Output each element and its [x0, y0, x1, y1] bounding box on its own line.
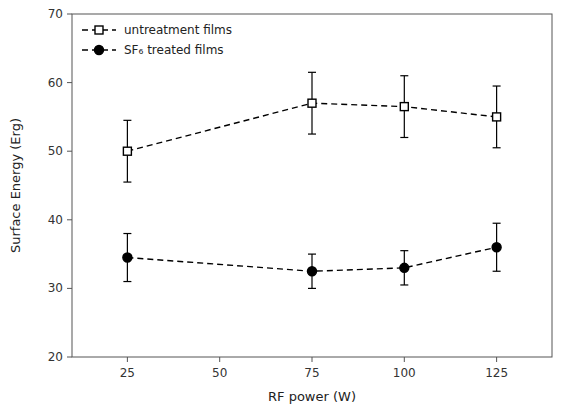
y-tick-label: 30 — [48, 281, 63, 295]
error-bar-cap — [123, 233, 131, 234]
legend-label: untreatment films — [124, 23, 232, 37]
point — [492, 243, 501, 252]
error-bar-cap — [400, 250, 408, 251]
x-tick-label: 25 — [120, 366, 135, 380]
y-axis-label: Surface Energy (Erg) — [8, 118, 23, 253]
x-tick — [312, 357, 313, 362]
y-tick-label: 70 — [48, 7, 63, 21]
error-bar-cap — [493, 147, 501, 148]
y-tick-label: 20 — [48, 350, 63, 364]
error-bar — [123, 120, 131, 182]
chart: 25 50 75 100 125 20 30 40 50 60 70 RF power (W) Surf… — [0, 0, 568, 413]
point — [308, 267, 317, 276]
legend: untreatment films SF₆ treated films — [82, 23, 232, 57]
x-axis-label: RF power (W) — [268, 389, 356, 404]
point — [308, 99, 316, 107]
y-tick-label: 50 — [48, 144, 63, 158]
x-tick — [404, 357, 405, 362]
error-bar-cap — [400, 75, 408, 76]
x-tick-label: 100 — [393, 366, 416, 380]
y-tick — [67, 288, 72, 289]
error-bar — [400, 251, 408, 285]
x-tick-label: 50 — [212, 366, 227, 380]
error-bar-cap — [308, 72, 316, 73]
x-tick — [219, 357, 220, 362]
error-bar-cap — [400, 137, 408, 138]
error-bar — [308, 254, 316, 288]
y-tick — [67, 357, 72, 358]
y-tick — [67, 14, 72, 15]
x-tick — [496, 357, 497, 362]
y-tick-label: 60 — [48, 76, 63, 90]
error-bar-cap — [123, 181, 131, 182]
error-bar — [123, 234, 131, 282]
y-tick — [67, 82, 72, 83]
error-bar-cap — [493, 85, 501, 86]
error-bar-cap — [123, 120, 131, 121]
point — [400, 103, 408, 111]
error-bar — [308, 72, 316, 134]
x-tick-label: 75 — [304, 366, 319, 380]
error-bar — [493, 223, 501, 271]
y-tick — [67, 151, 72, 152]
y-tick-label: 40 — [48, 213, 63, 227]
error-bar-cap — [493, 271, 501, 272]
legend-marker — [95, 26, 103, 34]
plot-area — [123, 72, 501, 288]
x-tick-label: 125 — [485, 366, 508, 380]
y-tick — [67, 219, 72, 220]
point — [123, 253, 132, 262]
legend-label: SF₆ treated films — [124, 43, 224, 57]
error-bar-cap — [308, 133, 316, 134]
error-bar — [493, 86, 501, 148]
legend-marker — [95, 46, 104, 55]
error-bar-cap — [493, 223, 501, 224]
error-bar-cap — [308, 288, 316, 289]
point — [123, 147, 131, 155]
x-tick — [127, 357, 128, 362]
plot-frame — [72, 14, 552, 357]
error-bar — [400, 76, 408, 138]
point — [493, 113, 501, 121]
error-bar-cap — [123, 281, 131, 282]
point — [400, 263, 409, 272]
error-bar-cap — [308, 254, 316, 255]
error-bar-cap — [400, 284, 408, 285]
